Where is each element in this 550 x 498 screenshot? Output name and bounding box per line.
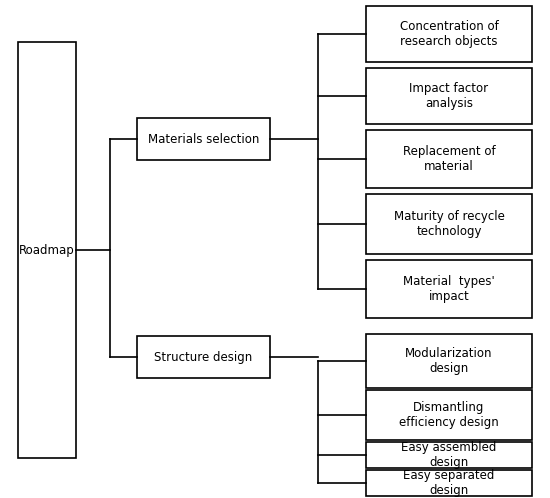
FancyBboxPatch shape: [137, 118, 270, 160]
Text: Concentration of
research objects: Concentration of research objects: [400, 20, 498, 48]
FancyBboxPatch shape: [366, 130, 532, 188]
Text: Easy assembled
design: Easy assembled design: [402, 441, 497, 469]
Text: Structure design: Structure design: [155, 351, 252, 364]
FancyBboxPatch shape: [18, 42, 76, 458]
Text: Easy separated
design: Easy separated design: [403, 469, 494, 497]
Text: Impact factor
analysis: Impact factor analysis: [409, 82, 488, 110]
Text: Maturity of recycle
technology: Maturity of recycle technology: [394, 210, 504, 238]
FancyBboxPatch shape: [366, 260, 532, 318]
FancyBboxPatch shape: [366, 6, 532, 62]
FancyBboxPatch shape: [366, 470, 532, 496]
Text: Modularization
design: Modularization design: [405, 347, 493, 375]
FancyBboxPatch shape: [366, 334, 532, 388]
Text: Materials selection: Materials selection: [148, 132, 259, 145]
FancyBboxPatch shape: [366, 390, 532, 440]
FancyBboxPatch shape: [366, 194, 532, 254]
FancyBboxPatch shape: [366, 68, 532, 124]
Text: Material  types'
impact: Material types' impact: [403, 275, 495, 303]
Text: Roadmap: Roadmap: [19, 244, 75, 256]
Text: Replacement of
material: Replacement of material: [403, 145, 496, 173]
Text: Dismantling
efficiency design: Dismantling efficiency design: [399, 401, 499, 429]
FancyBboxPatch shape: [366, 442, 532, 468]
FancyBboxPatch shape: [137, 336, 270, 378]
